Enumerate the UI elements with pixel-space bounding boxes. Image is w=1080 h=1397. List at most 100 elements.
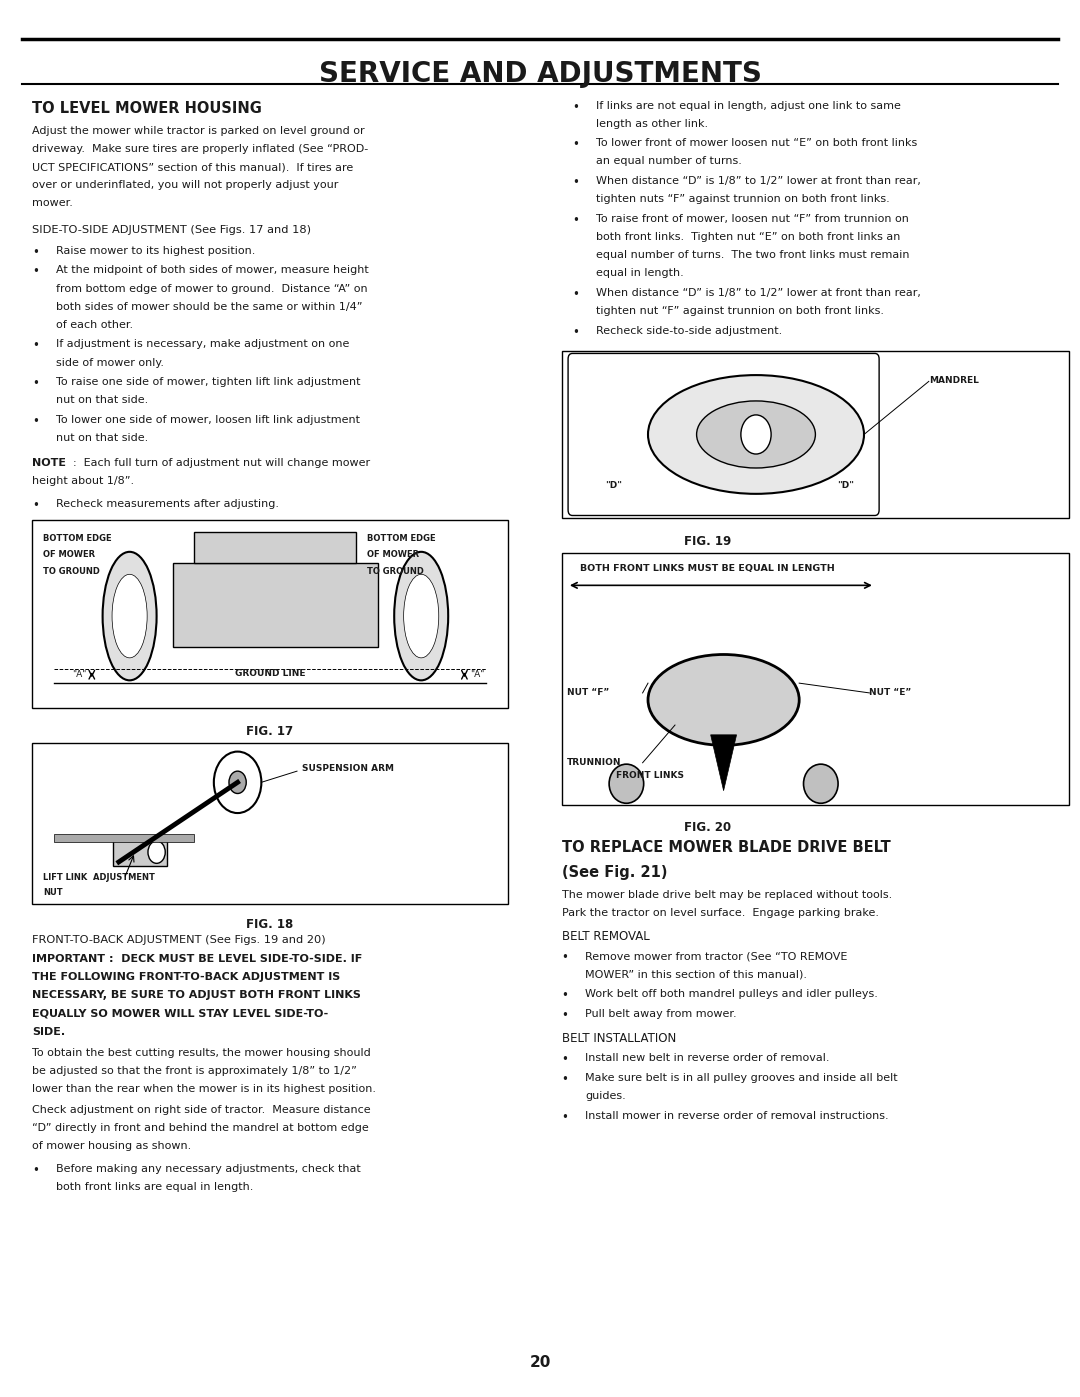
Text: BOTH FRONT LINKS MUST BE EQUAL IN LENGTH: BOTH FRONT LINKS MUST BE EQUAL IN LENGTH	[580, 564, 835, 573]
Text: To lower front of mower loosen nut “E” on both front links: To lower front of mower loosen nut “E” o…	[596, 138, 917, 148]
Text: •: •	[562, 989, 568, 1002]
Text: both front links are equal in length.: both front links are equal in length.	[56, 1182, 254, 1192]
Text: •: •	[562, 951, 568, 964]
Text: Recheck side-to-side adjustment.: Recheck side-to-side adjustment.	[596, 326, 782, 335]
Text: Pull belt away from mower.: Pull belt away from mower.	[585, 1009, 737, 1018]
Text: NUT “E”: NUT “E”	[869, 689, 912, 697]
Text: OF MOWER: OF MOWER	[367, 550, 419, 559]
Ellipse shape	[697, 401, 815, 468]
Ellipse shape	[394, 552, 448, 680]
Text: nut on that side.: nut on that side.	[56, 433, 148, 443]
Text: an equal number of turns.: an equal number of turns.	[596, 156, 742, 166]
Text: Before making any necessary adjustments, check that: Before making any necessary adjustments,…	[56, 1164, 361, 1173]
Text: •: •	[572, 101, 579, 113]
Text: When distance “D” is 1/8” to 1/2” lower at front than rear,: When distance “D” is 1/8” to 1/2” lower …	[596, 288, 921, 298]
Text: NECESSARY, BE SURE TO ADJUST BOTH FRONT LINKS: NECESSARY, BE SURE TO ADJUST BOTH FRONT …	[32, 990, 362, 1000]
Text: TO GROUND: TO GROUND	[43, 567, 100, 576]
Text: •: •	[32, 339, 39, 352]
Text: The mower blade drive belt may be replaced without tools.: The mower blade drive belt may be replac…	[562, 890, 892, 900]
Text: SIDE.: SIDE.	[32, 1027, 66, 1037]
Text: nut on that side.: nut on that side.	[56, 395, 148, 405]
Text: If links are not equal in length, adjust one link to same: If links are not equal in length, adjust…	[596, 101, 901, 110]
Text: tighten nuts “F” against trunnion on both front links.: tighten nuts “F” against trunnion on bot…	[596, 194, 890, 204]
Text: Remove mower from tractor (See “TO REMOVE: Remove mower from tractor (See “TO REMOV…	[585, 951, 848, 961]
Text: "A": "A"	[72, 671, 86, 679]
Text: driveway.  Make sure tires are properly inflated (See “PROD-: driveway. Make sure tires are properly i…	[32, 144, 368, 154]
Text: At the midpoint of both sides of mower, measure height: At the midpoint of both sides of mower, …	[56, 265, 369, 275]
Text: •: •	[562, 1053, 568, 1066]
Text: •: •	[32, 246, 39, 258]
Text: BOTTOM EDGE: BOTTOM EDGE	[43, 534, 112, 542]
Text: lower than the rear when the mower is in its highest position.: lower than the rear when the mower is in…	[32, 1084, 377, 1094]
Ellipse shape	[404, 574, 438, 658]
Text: NUT: NUT	[43, 888, 63, 897]
FancyBboxPatch shape	[562, 553, 1069, 805]
Text: BELT REMOVAL: BELT REMOVAL	[562, 930, 649, 943]
Ellipse shape	[804, 764, 838, 803]
Text: NOTE: NOTE	[32, 458, 66, 468]
Text: 20: 20	[529, 1355, 551, 1369]
Text: •: •	[562, 1111, 568, 1123]
Text: UCT SPECIFICATIONS” section of this manual).  If tires are: UCT SPECIFICATIONS” section of this manu…	[32, 162, 353, 172]
Text: Work belt off both mandrel pulleys and idler pulleys.: Work belt off both mandrel pulleys and i…	[585, 989, 878, 999]
Text: •: •	[32, 499, 39, 511]
Text: IMPORTANT: IMPORTANT	[32, 954, 106, 964]
Text: •: •	[562, 1009, 568, 1021]
Text: (See Fig. 21): (See Fig. 21)	[562, 865, 667, 880]
Text: Adjust the mower while tractor is parked on level ground or: Adjust the mower while tractor is parked…	[32, 126, 365, 136]
Circle shape	[148, 841, 165, 863]
Text: FIG. 18: FIG. 18	[246, 918, 294, 930]
Ellipse shape	[609, 764, 644, 803]
Text: Park the tractor on level surface.  Engage parking brake.: Park the tractor on level surface. Engag…	[562, 908, 879, 918]
Text: from bottom edge of mower to ground.  Distance “A” on: from bottom edge of mower to ground. Dis…	[56, 284, 368, 293]
Text: both sides of mower should be the same or within 1/4”: both sides of mower should be the same o…	[56, 302, 363, 312]
Text: of each other.: of each other.	[56, 320, 133, 330]
Text: FRONT-TO-BACK ADJUSTMENT (See Figs. 19 and 20): FRONT-TO-BACK ADJUSTMENT (See Figs. 19 a…	[32, 935, 326, 944]
Text: "A": "A"	[470, 671, 484, 679]
Text: To raise one side of mower, tighten lift link adjustment: To raise one side of mower, tighten lift…	[56, 377, 361, 387]
Text: both front links.  Tighten nut “E” on both front links an: both front links. Tighten nut “E” on bot…	[596, 232, 901, 242]
Text: Raise mower to its highest position.: Raise mower to its highest position.	[56, 246, 256, 256]
Text: To lower one side of mower, loosen lift link adjustment: To lower one side of mower, loosen lift …	[56, 415, 360, 425]
Ellipse shape	[103, 552, 157, 680]
Text: Recheck measurements after adjusting.: Recheck measurements after adjusting.	[56, 499, 279, 509]
Text: FIG. 20: FIG. 20	[684, 821, 731, 834]
Bar	[194, 532, 356, 563]
Text: LIFT LINK  ADJUSTMENT: LIFT LINK ADJUSTMENT	[43, 873, 156, 882]
Text: MOWER” in this section of this manual).: MOWER” in this section of this manual).	[585, 970, 808, 979]
Text: THE FOLLOWING FRONT-TO-BACK ADJUSTMENT IS: THE FOLLOWING FRONT-TO-BACK ADJUSTMENT I…	[32, 972, 340, 982]
Circle shape	[229, 771, 246, 793]
Text: NUT “F”: NUT “F”	[567, 689, 609, 697]
Text: length as other link.: length as other link.	[596, 119, 708, 129]
Text: TRUNNION: TRUNNION	[567, 759, 621, 767]
Text: equal in length.: equal in length.	[596, 268, 684, 278]
Text: To raise front of mower, loosen nut “F” from trunnion on: To raise front of mower, loosen nut “F” …	[596, 214, 909, 224]
FancyBboxPatch shape	[32, 743, 508, 904]
Text: •: •	[572, 176, 579, 189]
Text: Install mower in reverse order of removal instructions.: Install mower in reverse order of remova…	[585, 1111, 889, 1120]
FancyBboxPatch shape	[32, 520, 508, 708]
Text: TO LEVEL MOWER HOUSING: TO LEVEL MOWER HOUSING	[32, 101, 262, 116]
Text: If adjustment is necessary, make adjustment on one: If adjustment is necessary, make adjustm…	[56, 339, 350, 349]
Text: be adjusted so that the front is approximately 1/8” to 1/2”: be adjusted so that the front is approxi…	[32, 1066, 357, 1076]
Text: “D” directly in front and behind the mandrel at bottom edge: “D” directly in front and behind the man…	[32, 1123, 369, 1133]
Text: Make sure belt is in all pulley grooves and inside all belt: Make sure belt is in all pulley grooves …	[585, 1073, 897, 1083]
Text: "D": "D"	[605, 482, 622, 490]
Text: FIG. 19: FIG. 19	[684, 535, 731, 548]
Text: •: •	[32, 1164, 39, 1176]
Text: of mower housing as shown.: of mower housing as shown.	[32, 1141, 191, 1151]
Text: Check adjustment on right side of tractor.  Measure distance: Check adjustment on right side of tracto…	[32, 1105, 372, 1115]
Text: When distance “D” is 1/8” to 1/2” lower at front than rear,: When distance “D” is 1/8” to 1/2” lower …	[596, 176, 921, 186]
Text: •: •	[32, 415, 39, 427]
Text: height about 1/8”.: height about 1/8”.	[32, 476, 135, 486]
Text: side of mower only.: side of mower only.	[56, 358, 164, 367]
Bar	[113, 838, 167, 866]
Text: •: •	[572, 138, 579, 151]
Text: GROUND LINE: GROUND LINE	[234, 669, 306, 678]
Text: SERVICE AND ADJUSTMENTS: SERVICE AND ADJUSTMENTS	[319, 60, 761, 88]
Text: over or underinflated, you will not properly adjust your: over or underinflated, you will not prop…	[32, 180, 339, 190]
Ellipse shape	[112, 574, 147, 658]
Bar	[173, 563, 378, 647]
Text: EQUALLY SO MOWER WILL STAY LEVEL SIDE-TO-: EQUALLY SO MOWER WILL STAY LEVEL SIDE-TO…	[32, 1009, 328, 1018]
Text: mower.: mower.	[32, 198, 73, 208]
